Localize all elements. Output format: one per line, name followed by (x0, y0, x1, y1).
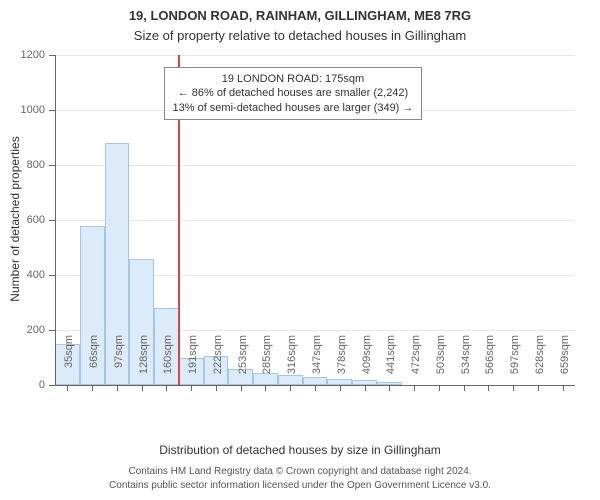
x-tick-label: 597sqm (509, 335, 521, 395)
annotation-line3: 13% of semi-detached houses are larger (… (173, 101, 414, 115)
y-tick-label: 0 (5, 379, 45, 391)
chart-title-line2: Size of property relative to detached ho… (0, 28, 600, 43)
x-tick-label: 503sqm (435, 335, 447, 395)
x-tick-label: 191sqm (187, 335, 199, 395)
footer-line1: Contains HM Land Registry data © Crown c… (0, 466, 600, 477)
y-tick-label: 600 (5, 214, 45, 226)
x-tick-label: 160sqm (162, 335, 174, 395)
annotation-line1: 19 LONDON ROAD: 175sqm (173, 72, 414, 86)
x-tick-label: 253sqm (237, 335, 249, 395)
x-tick-label: 628sqm (534, 335, 546, 395)
x-tick-label: 128sqm (138, 335, 150, 395)
y-tick-label: 400 (5, 269, 45, 281)
x-tick-label: 441sqm (385, 335, 397, 395)
x-tick-label: 409sqm (361, 335, 373, 395)
y-tick-label: 1000 (5, 104, 45, 116)
y-tick-label: 800 (5, 159, 45, 171)
footer-line2: Contains public sector information licen… (0, 480, 600, 491)
annotation-line2: ← 86% of detached houses are smaller (2,… (173, 86, 414, 100)
x-tick-label: 316sqm (286, 335, 298, 395)
y-tick-label: 1200 (5, 49, 45, 61)
y-axis-spine (55, 55, 56, 385)
gridline (55, 165, 575, 166)
x-axis-label: Distribution of detached houses by size … (0, 443, 600, 457)
x-tick-label: 347sqm (311, 335, 323, 395)
x-tick-label: 534sqm (460, 335, 472, 395)
x-tick-label: 222sqm (212, 335, 224, 395)
gridline (55, 55, 575, 56)
x-tick-label: 66sqm (88, 335, 100, 395)
annotation-box: 19 LONDON ROAD: 175sqm← 86% of detached … (164, 67, 423, 120)
x-tick-label: 566sqm (484, 335, 496, 395)
x-tick-label: 97sqm (113, 335, 125, 395)
x-tick-label: 659sqm (559, 335, 571, 395)
x-tick-label: 472sqm (410, 335, 422, 395)
x-tick-label: 35sqm (63, 335, 75, 395)
chart-title-line1: 19, LONDON ROAD, RAINHAM, GILLINGHAM, ME… (0, 8, 600, 23)
x-tick-label: 378sqm (336, 335, 348, 395)
y-tick-label: 200 (5, 324, 45, 336)
gridline (55, 220, 575, 221)
x-tick-label: 285sqm (261, 335, 273, 395)
